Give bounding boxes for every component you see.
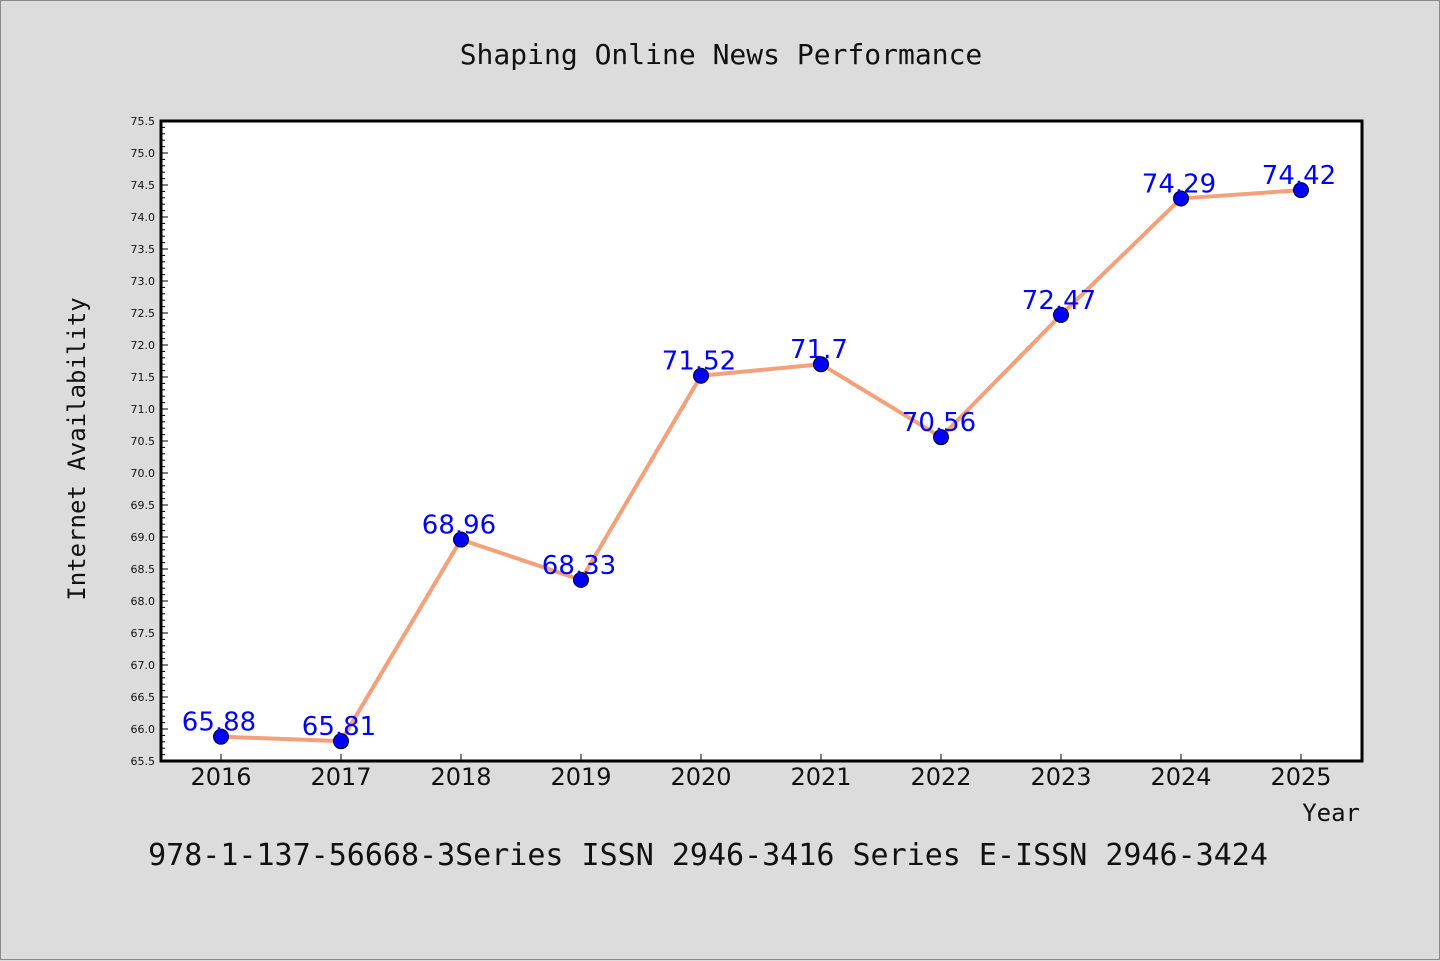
y-axis-label: Internet Availability — [63, 297, 91, 600]
data-label: 70.56 — [902, 408, 976, 438]
data-label: 71.7 — [790, 335, 848, 365]
y-tick-label: 72.5 — [131, 307, 156, 320]
series-line — [220, 188, 1302, 744]
y-tick-label: 70.5 — [131, 435, 156, 448]
x-tick-label: 2022 — [910, 763, 971, 791]
y-tick-label: 73.5 — [131, 243, 156, 256]
data-label: 65.88 — [182, 708, 256, 738]
y-tick-label: 72.0 — [131, 339, 156, 352]
y-tick-label: 69.5 — [131, 499, 156, 512]
data-point — [1053, 306, 1069, 323]
y-axis: 65.5 66.0 66.5 67.0 67.5 68.0 68.5 69.0 69.5 70.0… — [131, 115, 168, 768]
x-tick-label: 2021 — [790, 763, 851, 791]
data-label: 71.52 — [662, 347, 736, 377]
data-point — [1173, 190, 1189, 207]
y-tick-label: 74.0 — [131, 211, 156, 224]
x-tick-label: 2016 — [190, 763, 251, 791]
y-tick-label: 69.0 — [131, 531, 156, 544]
data-point — [1293, 182, 1309, 199]
data-point — [933, 429, 949, 446]
y-tick-label: 75.0 — [131, 147, 156, 160]
footer-isbn-text: 978-1-137-56668-3Series ISSN 2946-3416 S… — [148, 838, 1268, 873]
x-tick-label: 2025 — [1270, 763, 1331, 791]
y-tick-label: 68.5 — [131, 563, 156, 576]
data-label: 68.33 — [542, 551, 616, 581]
x-tick-label: 2018 — [430, 763, 491, 791]
y-tick-label: 67.5 — [131, 627, 156, 640]
data-label: 74.29 — [1142, 169, 1216, 199]
y-tick-label: 70.0 — [131, 467, 156, 480]
y-tick-label: 67.0 — [131, 659, 156, 672]
y-tick-label: 75.5 — [131, 115, 156, 128]
series-layer: 65.88 65.81 68.96 68.33 71.52 71.7 70.56 72.47 7… — [182, 161, 1336, 750]
data-point — [213, 728, 229, 745]
x-tick-label: 2017 — [310, 763, 371, 791]
x-tick-label: 2019 — [550, 763, 611, 791]
plot-area — [159, 119, 1364, 763]
y-tick-label: 71.5 — [131, 371, 156, 384]
x-axis-label: Year — [1302, 799, 1360, 827]
y-tick-label: 74.5 — [131, 179, 156, 192]
data-point — [333, 733, 349, 750]
data-point — [453, 531, 469, 548]
y-tick-label: 68.0 — [131, 595, 156, 608]
y-tick-label: 66.5 — [131, 691, 156, 704]
data-label: 74.42 — [1262, 161, 1336, 191]
x-tick-label: 2023 — [1030, 763, 1091, 791]
data-point — [693, 367, 709, 384]
x-tick-label: 2020 — [670, 763, 731, 791]
x-tick-label: 2024 — [1150, 763, 1211, 791]
y-tick-label: 73.0 — [131, 275, 156, 288]
y-tick-label: 65.5 — [131, 755, 156, 768]
data-label: 65.81 — [302, 712, 376, 742]
data-point — [813, 356, 829, 373]
x-axis: 2016 2017 2018 2019 2020 2021 2022 2023 2024 2025 — [190, 754, 1332, 791]
y-tick-label: 71.0 — [131, 403, 156, 416]
chart-title: Shaping Online News Performance — [460, 38, 983, 71]
y-tick-label: 66.0 — [131, 723, 156, 736]
data-point — [573, 571, 589, 588]
data-label: 72.47 — [1022, 286, 1096, 316]
data-label: 68.96 — [422, 511, 496, 541]
